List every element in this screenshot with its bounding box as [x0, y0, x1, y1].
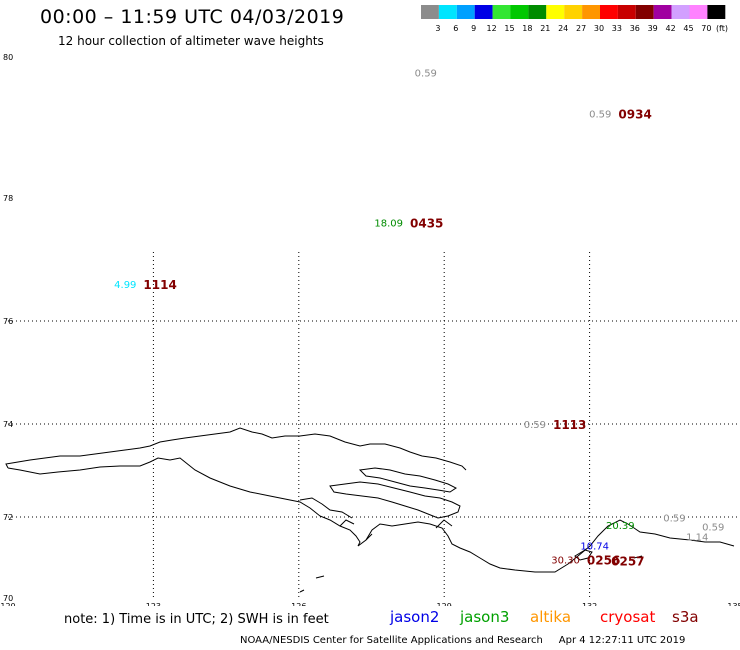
lon-label: 135	[727, 602, 740, 606]
coastline-islands-2	[358, 467, 457, 493]
credit-text: NOAA/NESDIS Center for Satellite Applica…	[240, 635, 543, 646]
legend-swatch	[617, 5, 636, 19]
color-legend: 3 6 9 12 15 18 21 24 27 30 33 36 39 42 45 70 (ft)	[421, 5, 728, 33]
wave-height-value: 0.59	[524, 420, 546, 431]
legend-swatch	[421, 5, 439, 19]
lat-label: 70	[3, 594, 13, 603]
legend-swatch	[438, 5, 457, 19]
lat-label: 78	[3, 194, 13, 203]
legend-swatch	[689, 5, 708, 19]
wave-height-value: 18.09	[374, 219, 403, 230]
legend-swatch	[600, 5, 618, 19]
legend-swatch	[456, 5, 475, 19]
delta-channels	[299, 497, 453, 541]
coastline-mainland	[7, 457, 735, 573]
legend-swatch	[582, 5, 600, 19]
legend-label: 42	[666, 24, 676, 33]
lon-label: 126	[291, 602, 306, 606]
timestamp-text: Apr 4 12:27:11 UTC 2019	[558, 635, 686, 646]
small-island-1	[574, 549, 593, 561]
legend-label: 9	[471, 24, 476, 33]
legend-swatch	[564, 5, 583, 19]
legend-swatch	[707, 5, 726, 19]
wave-height-value: 0.59	[589, 109, 611, 120]
lat-label: 76	[3, 317, 13, 326]
legend-label: 24	[558, 24, 568, 33]
map-subtitle: 12 hour collection of altimeter wave hei…	[58, 34, 324, 48]
lat-label: 80	[3, 53, 13, 62]
pass-time-label: 0256	[587, 554, 620, 568]
wave-height-value: 0.59	[415, 69, 437, 80]
wave-height-value: 4.99	[114, 280, 136, 291]
satellite-altika: altika	[530, 608, 572, 626]
lon-label: 123	[146, 602, 161, 606]
lon-label: 120	[0, 602, 15, 606]
legend-label: 39	[648, 24, 658, 33]
lat-lon-grid	[8, 252, 738, 598]
map-title: 00:00 – 11:59 UTC 04/03/2019	[40, 6, 345, 28]
lat-label: 74	[3, 420, 13, 429]
coastline-islands	[329, 481, 461, 519]
satellite-jason3: jason3	[460, 608, 510, 626]
satellite-jason2: jason2	[390, 608, 440, 626]
coastline	[5, 427, 735, 593]
lat-label: 72	[3, 513, 13, 522]
legend-swatch	[653, 5, 672, 19]
legend-label: 45	[683, 24, 693, 33]
legend-label: 15	[504, 24, 514, 33]
legend-label: 27	[576, 24, 586, 33]
lon-label: 129	[437, 602, 452, 606]
legend-label: 3	[435, 24, 440, 33]
legend-label: 33	[612, 24, 622, 33]
small-island-2	[633, 555, 643, 559]
pass-time-label: 1114	[143, 278, 176, 292]
wave-height-value: 1.14	[686, 532, 708, 543]
satellite-cryosat: cryosat	[600, 608, 656, 626]
pass-time-label: 0934	[618, 107, 651, 121]
wave-height-value: 30.30	[551, 556, 580, 567]
lon-label: 132	[582, 602, 597, 606]
note-text: note: 1) Time is in UTC; 2) SWH is in fe…	[64, 612, 329, 627]
coastline-peninsula	[5, 427, 467, 471]
legend-swatch	[492, 5, 511, 19]
wave-height-map: 807876747270120123126129132135 0.590.590…	[0, 53, 740, 606]
pass-time-label: 0257	[611, 555, 644, 569]
legend-swatch	[671, 5, 690, 19]
wave-height-value: 10.74	[580, 541, 609, 552]
wave-height-value: 0.59	[663, 513, 685, 524]
legend-label: 6	[453, 24, 458, 33]
legend-label: 18	[522, 24, 532, 33]
legend-unit: (ft)	[716, 24, 728, 33]
legend-label: 30	[594, 24, 604, 33]
legend-label: 36	[630, 24, 640, 33]
legend-label: 21	[540, 24, 550, 33]
footer-credit: NOAA/NESDIS Center for Satellite Applica…	[240, 635, 685, 646]
pass-time-label: 0435	[410, 217, 443, 231]
pass-time-label: 1113	[553, 418, 586, 432]
axis-labels: 80 78 76 74 72 70120 123 126 129 132 135	[0, 53, 740, 606]
small-island-3	[299, 575, 325, 593]
legend-label: 12	[487, 24, 497, 33]
legend-swatch	[546, 5, 565, 19]
legend-swatch	[474, 5, 493, 19]
legend-swatch	[635, 5, 654, 19]
legend-swatch	[528, 5, 547, 19]
observations: 0.59 0.59 0934 18.09 0435 4.99 1114 0.59 1113 0.5…	[114, 69, 724, 569]
wave-height-value: 0.59	[702, 522, 724, 533]
wave-height-value: 20.39	[606, 521, 635, 532]
legend-swatch	[510, 5, 529, 19]
satellite-s3a: s3a	[672, 608, 699, 626]
legend-label: 70	[701, 24, 711, 33]
